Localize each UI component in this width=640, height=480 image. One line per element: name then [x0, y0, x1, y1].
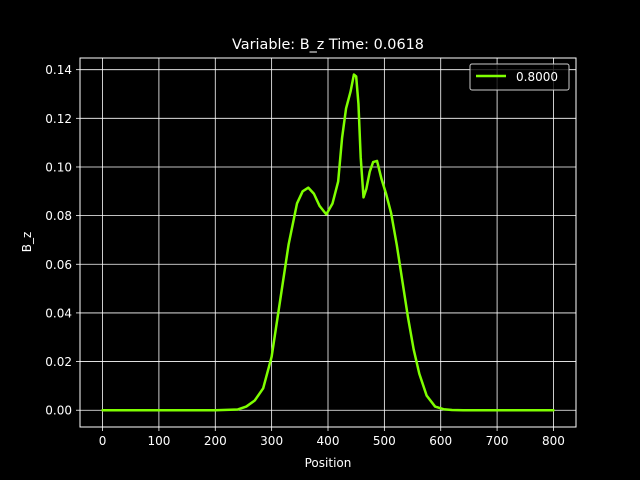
y-tick-label: 0.12 [45, 112, 72, 126]
x-axis-label: Position [305, 456, 352, 470]
x-tick-label: 200 [204, 434, 227, 448]
x-axis: 0 100 200 300 400 500 600 700 800 [99, 427, 565, 448]
legend: 0.8000 [469, 63, 570, 91]
y-axis: 0.00 0.02 0.04 0.06 0.08 0.10 0.12 0.14 [45, 63, 80, 418]
legend-box [469, 63, 570, 91]
y-tick-label: 0.10 [45, 160, 72, 174]
y-tick-label: 0.00 [45, 404, 72, 418]
chart-title: Variable: B_z Time: 0.0618 [232, 37, 424, 53]
x-tick-label: 800 [542, 434, 565, 448]
x-tick-label: 400 [317, 434, 340, 448]
y-axis-label: B_z [20, 232, 34, 253]
legend-label: 0.8000 [516, 70, 558, 84]
x-tick-label: 600 [429, 434, 452, 448]
series-line [101, 73, 555, 412]
y-tick-label: 0.04 [45, 306, 72, 320]
x-tick-label: 300 [260, 434, 283, 448]
y-tick-label: 0.02 [45, 355, 72, 369]
x-tick-label: 100 [147, 434, 170, 448]
y-tick-label: 0.06 [45, 258, 72, 272]
x-tick-label: 0 [99, 434, 107, 448]
y-tick-label: 0.08 [45, 209, 72, 223]
x-tick-label: 500 [373, 434, 396, 448]
y-tick-label: 0.14 [45, 63, 72, 77]
x-tick-label: 700 [486, 434, 509, 448]
x-grid [102, 58, 554, 427]
